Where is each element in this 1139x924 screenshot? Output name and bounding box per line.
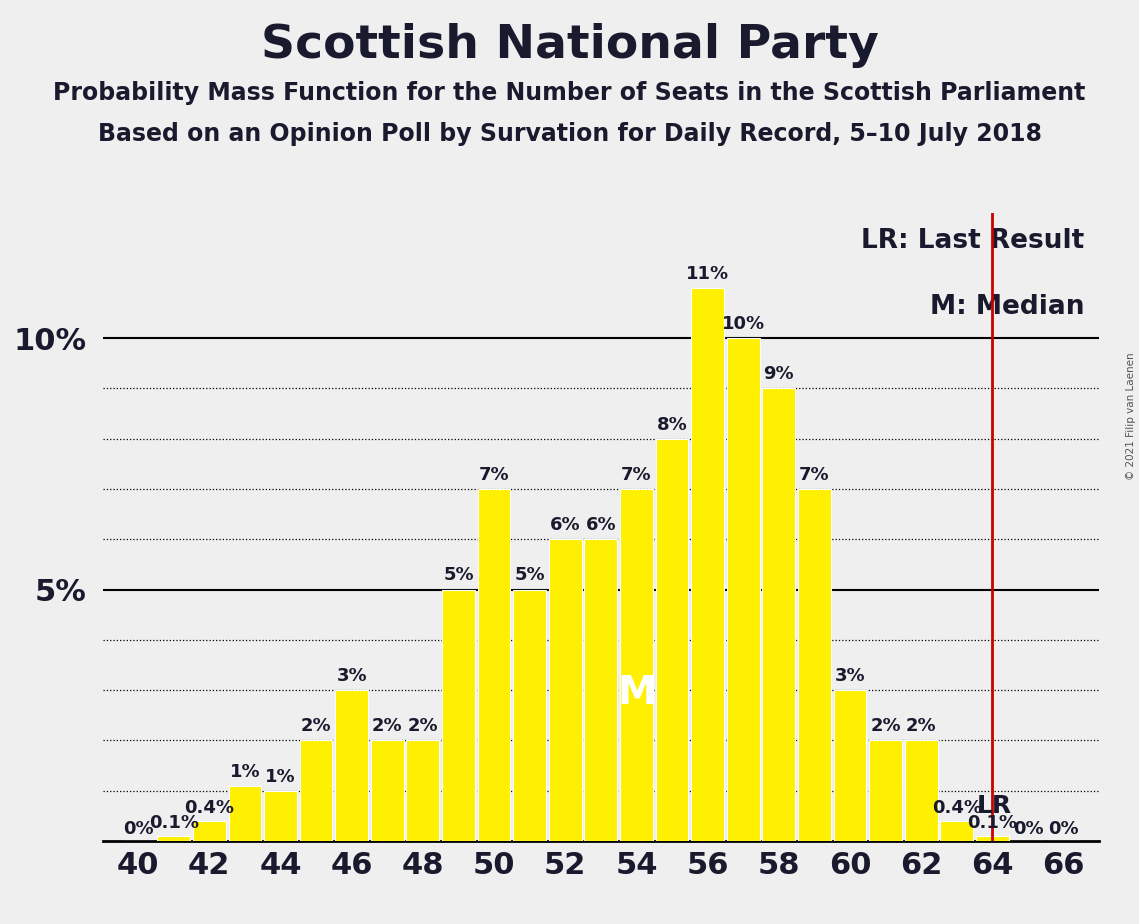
Bar xyxy=(656,439,688,841)
Text: Scottish National Party: Scottish National Party xyxy=(261,23,878,68)
Text: 2%: 2% xyxy=(408,717,439,736)
Bar xyxy=(371,740,403,841)
Bar xyxy=(300,740,333,841)
Text: 1%: 1% xyxy=(265,768,296,785)
Bar xyxy=(549,540,582,841)
Text: 7%: 7% xyxy=(478,466,509,484)
Text: LR: Last Result: LR: Last Result xyxy=(861,228,1084,254)
Bar xyxy=(477,489,510,841)
Text: 10%: 10% xyxy=(722,315,764,334)
Text: 2%: 2% xyxy=(301,717,331,736)
Bar xyxy=(192,821,226,841)
Text: Based on an Opinion Poll by Survation for Daily Record, 5–10 July 2018: Based on an Opinion Poll by Survation fo… xyxy=(98,122,1041,146)
Text: 6%: 6% xyxy=(585,517,616,534)
Bar xyxy=(691,288,724,841)
Bar xyxy=(762,388,795,841)
Bar xyxy=(335,690,368,841)
Text: M: Median: M: Median xyxy=(929,294,1084,321)
Text: 0.4%: 0.4% xyxy=(932,798,982,817)
Text: 0%: 0% xyxy=(1048,821,1079,838)
Text: 3%: 3% xyxy=(336,667,367,685)
Bar xyxy=(264,791,297,841)
Bar xyxy=(442,590,475,841)
Text: 11%: 11% xyxy=(686,265,729,283)
Text: 9%: 9% xyxy=(763,365,794,383)
Text: © 2021 Filip van Laenen: © 2021 Filip van Laenen xyxy=(1125,352,1136,480)
Bar xyxy=(620,489,653,841)
Text: LR: LR xyxy=(976,795,1011,819)
Text: 7%: 7% xyxy=(621,466,652,484)
Text: 0.1%: 0.1% xyxy=(149,814,198,832)
Text: 7%: 7% xyxy=(800,466,829,484)
Bar xyxy=(869,740,902,841)
Bar xyxy=(976,836,1009,841)
Text: 0.1%: 0.1% xyxy=(967,814,1017,832)
Bar xyxy=(727,338,760,841)
Text: 2%: 2% xyxy=(870,717,901,736)
Bar xyxy=(407,740,440,841)
Bar xyxy=(941,821,973,841)
Bar xyxy=(834,690,867,841)
Text: 6%: 6% xyxy=(550,517,581,534)
Text: 0%: 0% xyxy=(123,821,154,838)
Text: 3%: 3% xyxy=(835,667,866,685)
Text: 0.4%: 0.4% xyxy=(185,798,235,817)
Text: 2%: 2% xyxy=(906,717,936,736)
Text: 0%: 0% xyxy=(1013,821,1043,838)
Bar xyxy=(584,540,617,841)
Bar xyxy=(514,590,546,841)
Text: 8%: 8% xyxy=(657,416,687,433)
Text: 5%: 5% xyxy=(443,566,474,585)
Text: 5%: 5% xyxy=(515,566,544,585)
Text: 2%: 2% xyxy=(372,717,402,736)
Text: M: M xyxy=(617,675,656,712)
Bar xyxy=(904,740,937,841)
Text: 1%: 1% xyxy=(230,762,260,781)
Bar xyxy=(798,489,830,841)
Bar xyxy=(229,785,261,841)
Text: Probability Mass Function for the Number of Seats in the Scottish Parliament: Probability Mass Function for the Number… xyxy=(54,81,1085,105)
Bar xyxy=(157,836,190,841)
